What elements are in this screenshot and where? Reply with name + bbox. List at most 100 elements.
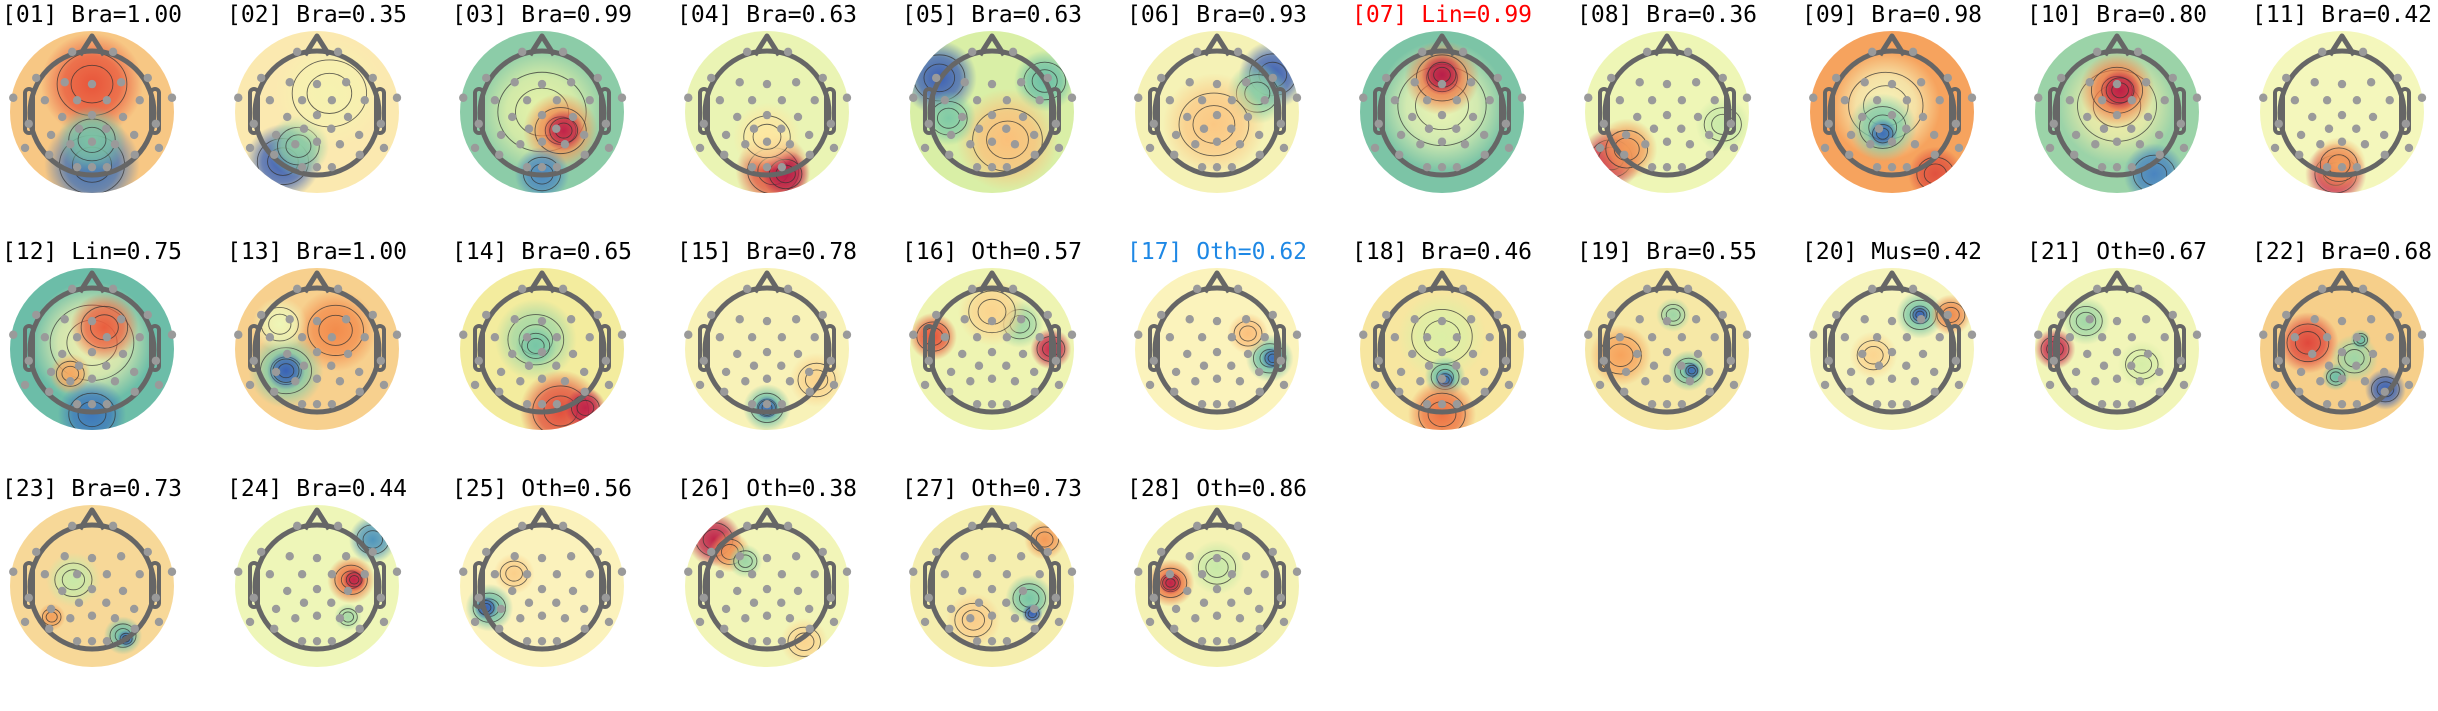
electrode-dot [327, 124, 336, 133]
electrode-dot [66, 140, 75, 149]
electrode-dot [1504, 380, 1514, 390]
electrode-dot [829, 617, 839, 627]
electrode-dot [87, 553, 97, 563]
electrode-dot [2401, 119, 2411, 128]
electrode-dot [1043, 547, 1052, 557]
electrode-dot [2308, 112, 2317, 122]
electrode-dot [1197, 636, 1207, 646]
topomap [909, 31, 1077, 193]
electrode-dot [945, 150, 954, 159]
topomap [684, 31, 852, 193]
electrode-dot [2135, 140, 2145, 149]
electrode-dot [735, 78, 744, 87]
electrode-dot [1192, 521, 1202, 531]
electrode-dot [1235, 377, 1245, 386]
electrode-dot [87, 347, 97, 357]
electrode-dot [741, 140, 750, 149]
electrode-dot [1662, 79, 1672, 89]
electrode-dot [699, 119, 708, 128]
right-ear-icon [149, 87, 161, 135]
electrode-dot [40, 570, 50, 579]
right-ear-icon [2399, 324, 2411, 372]
electrode-dot [1874, 124, 1884, 133]
electrode-dot [1279, 617, 1289, 627]
electrode-dot [2099, 361, 2109, 370]
electrode-dot [20, 617, 30, 627]
electrode-dot [1171, 604, 1181, 614]
electrode-dot [1887, 399, 1897, 409]
electrode-dot [1134, 567, 1143, 576]
electrode-dot [747, 162, 757, 172]
electrode-dot [1887, 374, 1897, 383]
electrode-dot [580, 624, 589, 633]
electrode-dot [2270, 143, 2280, 153]
component-title: [03] Bra=0.99 [452, 2, 633, 28]
electrode-dot [2127, 399, 2137, 409]
electrode-dot [1279, 143, 1289, 153]
electrode-dot [1437, 110, 1447, 120]
electrode-dot [2337, 374, 2347, 383]
component-title: [11] Bra=0.42 [2252, 2, 2433, 28]
nose-icon [527, 33, 557, 57]
electrode-dot [297, 162, 307, 172]
electrode-dot [558, 47, 568, 57]
electrode-dot [482, 310, 491, 320]
right-ear-icon [599, 324, 611, 372]
electrode-dot [987, 347, 997, 357]
electrode-dot [2135, 377, 2145, 386]
electrode-dot [270, 387, 279, 396]
electrode-dot [1887, 162, 1897, 172]
component-title: [19] Bra=0.55 [1577, 239, 1758, 265]
electrode-dot [2127, 124, 2136, 133]
electrode-dot [297, 96, 307, 105]
electrode-dot [2401, 356, 2411, 365]
electrode-dot [2360, 377, 2370, 386]
electrode-dot [1452, 124, 1461, 133]
electrode-dot [2112, 79, 2122, 89]
nose-icon [302, 507, 332, 531]
electrode-dot [1149, 593, 1158, 602]
electrode-dot [699, 593, 708, 602]
electrode-dot [265, 333, 275, 342]
electrode-dot [924, 593, 933, 602]
electrode-dot [972, 636, 982, 646]
head-outline [702, 285, 832, 415]
electrode-dot [1943, 73, 1952, 83]
right-ear-icon [1274, 324, 1286, 372]
electrode-dot [1649, 124, 1659, 133]
electrode-dot [135, 96, 144, 105]
electrode-dot [558, 521, 568, 531]
electrode-dot [1887, 79, 1897, 89]
electrode-dot [1824, 356, 1833, 365]
electrode-dot [335, 377, 345, 386]
electrode-dot [747, 333, 757, 342]
right-ear-icon [824, 324, 836, 372]
electrode-dot [762, 374, 772, 383]
electrode-dot [593, 73, 602, 83]
electrode-dot [2168, 310, 2177, 320]
electrode-dot [283, 112, 292, 122]
electrode-dot [987, 553, 997, 563]
right-ear-icon [1049, 87, 1061, 135]
electrode-dot [2337, 316, 2347, 326]
electrode-dot [1191, 140, 1200, 149]
electrode-dot [1212, 316, 1222, 326]
electrode-dot [1951, 356, 1961, 365]
electrode-dot [617, 93, 627, 102]
topomap [9, 268, 177, 430]
electrode-dot [762, 347, 772, 357]
nose-icon [1652, 33, 1682, 57]
component-title: [14] Bra=0.65 [452, 239, 633, 265]
electrode-dot [20, 143, 30, 153]
head-outline [702, 522, 832, 652]
topomap-cell: [15] Bra=0.78 [675, 237, 900, 474]
component-title: [01] Bra=1.00 [2, 2, 183, 28]
electrode-dot [568, 112, 578, 122]
electrode-dot [102, 96, 112, 105]
nose-icon [752, 507, 782, 531]
electrode-dot [945, 387, 954, 396]
electrode-dot [552, 399, 562, 409]
electrode-dot [1227, 124, 1236, 133]
electrode-dot [283, 349, 292, 359]
electrode-dot [2417, 93, 2427, 102]
